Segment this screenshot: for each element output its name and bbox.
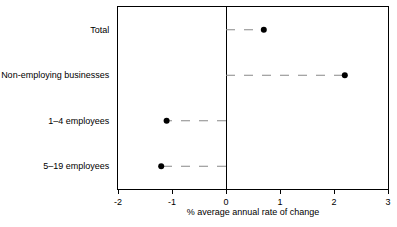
svg-text:2: 2 xyxy=(331,197,336,207)
svg-text:-2: -2 xyxy=(114,197,122,207)
svg-text:3: 3 xyxy=(385,197,390,207)
svg-text:-1: -1 xyxy=(168,197,176,207)
svg-text:5–19 employees: 5–19 employees xyxy=(43,161,110,171)
svg-text:1–4 employees: 1–4 employees xyxy=(48,116,110,126)
svg-text:1: 1 xyxy=(277,197,282,207)
svg-text:% average annual rate of chang: % average annual rate of change xyxy=(187,207,320,217)
svg-text:0: 0 xyxy=(223,197,228,207)
svg-text:Non-employing businesses: Non-employing businesses xyxy=(1,70,110,80)
svg-text:Total: Total xyxy=(90,25,109,35)
